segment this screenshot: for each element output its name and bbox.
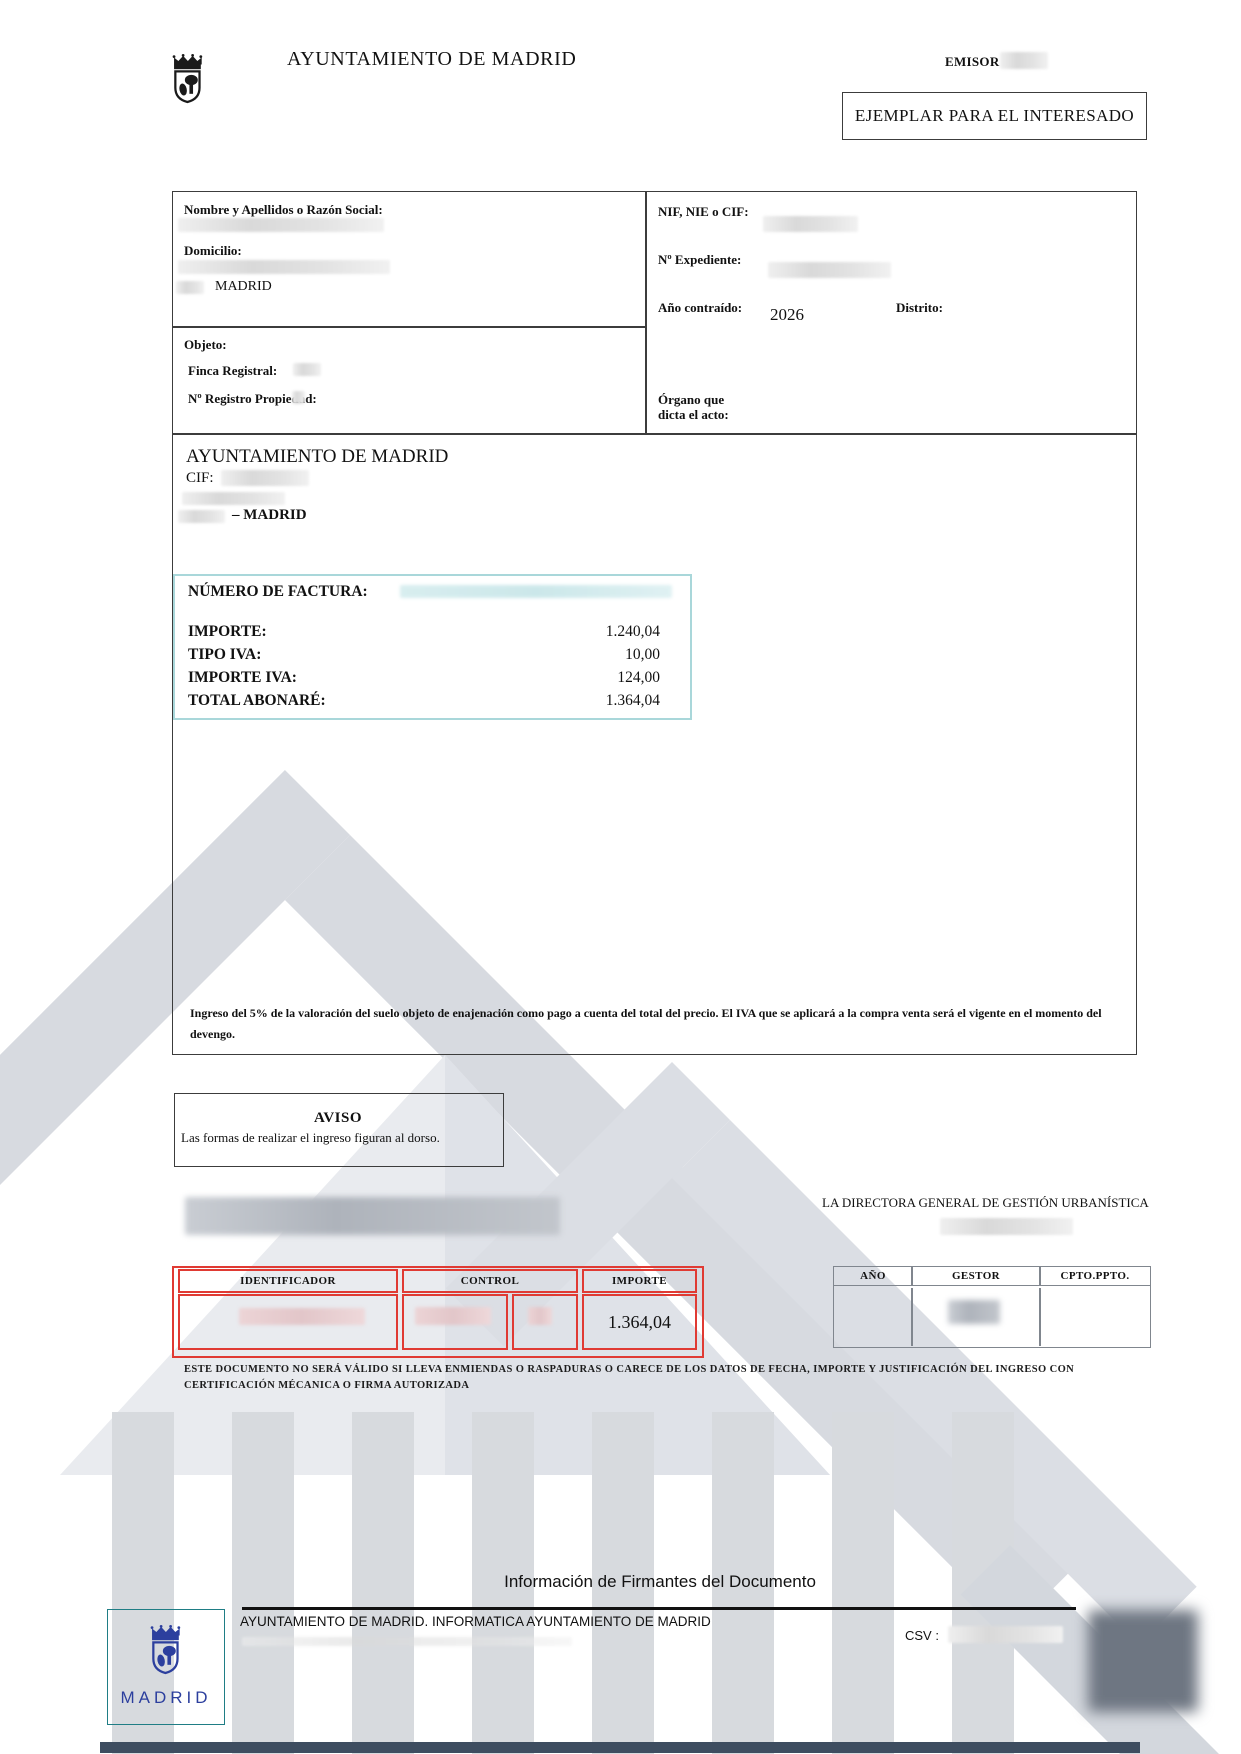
aviso-box xyxy=(174,1093,504,1167)
copy-type-label: EJEMPLAR PARA EL INTERESADO xyxy=(854,106,1135,125)
identificador-value-redacted xyxy=(239,1308,365,1325)
issuer-address-redacted xyxy=(182,492,285,505)
control-value-redacted xyxy=(415,1307,491,1325)
payment-cell-identificador xyxy=(178,1294,398,1350)
aviso-title: AVISO xyxy=(313,1110,363,1126)
expediente-label: Nº Expediente: xyxy=(658,252,742,267)
registro-value-redacted xyxy=(292,391,305,404)
csv-label: CSV : xyxy=(905,1628,939,1643)
budget-cell-divider-1 xyxy=(911,1288,913,1346)
aviso-text: Las formas de realizar el ingreso figura… xyxy=(181,1130,440,1145)
payment-cell-importe: 1.364,04 xyxy=(582,1294,697,1350)
invoice-row-value: 1.364,04 xyxy=(605,692,660,709)
recipient-form-box xyxy=(172,191,1137,435)
budget-cell-divider-2 xyxy=(1039,1288,1041,1346)
footer-logo-box: MADRID xyxy=(107,1609,225,1725)
stamp-redacted xyxy=(1088,1610,1198,1712)
ano-label: Año contraído: xyxy=(658,300,743,315)
budget-col-gestor: GESTOR xyxy=(911,1266,1041,1286)
payment-col-control: CONTROL xyxy=(402,1269,578,1293)
issuer-name: AYUNTAMIENTO DE MADRID xyxy=(186,446,449,467)
invoice-row-label: TIPO IVA: xyxy=(188,646,262,663)
footer-signer-redacted xyxy=(242,1637,572,1646)
invoice-box xyxy=(173,574,692,720)
invoice-row-value: 124,00 xyxy=(617,669,660,686)
invoice-row-label: IMPORTE IVA: xyxy=(188,669,297,686)
invoice-rows: IMPORTE: 1.240,04 TIPO IVA: 10,00 IMPORT… xyxy=(188,620,660,712)
payment-importe-value: 1.364,04 xyxy=(608,1311,671,1332)
invoice-number-redacted xyxy=(400,585,672,598)
expediente-value-redacted xyxy=(768,262,891,278)
payment-note: Ingreso del 5% de la valoración del suel… xyxy=(190,1006,1102,1041)
payment-table xyxy=(172,1266,704,1358)
signature-name-redacted xyxy=(940,1218,1073,1235)
invoice-row-value: 1.240,04 xyxy=(605,623,660,640)
budget-col-cpto: CPTO.PPTO. xyxy=(1039,1266,1151,1286)
invoice-row: TOTAL ABONARÉ: 1.364,04 xyxy=(188,689,660,712)
domicilio-label: Domicilio: xyxy=(184,243,242,258)
madrid-crest-icon xyxy=(146,1624,184,1678)
name-value-redacted xyxy=(178,218,384,232)
finca-value-redacted xyxy=(293,363,321,376)
control-digit-redacted xyxy=(528,1307,552,1325)
invoice-row-label: TOTAL ABONARÉ: xyxy=(188,692,326,709)
footer-divider xyxy=(242,1607,1076,1610)
ano-value: 2026 xyxy=(770,305,804,324)
distrito-label: Distrito: xyxy=(896,300,943,315)
issuer-city-line: – MADRID xyxy=(232,507,307,523)
gestor-value-redacted xyxy=(948,1300,1000,1324)
signers-section-title: Información de Firmantes del Documento xyxy=(504,1572,816,1591)
invoice-row-value: 10,00 xyxy=(625,646,660,663)
footer-logo-text: MADRID xyxy=(120,1688,212,1707)
csv-value-redacted xyxy=(948,1626,1063,1643)
issuer-postal-redacted xyxy=(178,510,225,523)
organo-label-line2: dicta el acto: xyxy=(658,407,729,422)
payment-cell-control-a xyxy=(402,1294,508,1350)
main-body-box xyxy=(172,433,1137,1055)
organo-label-line1: Órgano que xyxy=(658,392,725,407)
emisor-label: EMISOR xyxy=(945,54,1000,69)
nif-label: NIF, NIE o CIF: xyxy=(658,204,749,219)
madrid-crest-icon xyxy=(168,52,206,108)
emisor-value-redacted xyxy=(1000,52,1048,69)
name-label: Nombre y Apellidos o Razón Social: xyxy=(184,202,383,217)
barcode-redacted xyxy=(185,1197,560,1235)
invoice-title: NÚMERO DE FACTURA: xyxy=(188,583,368,600)
footer-org-line: AYUNTAMIENTO DE MADRID. INFORMATICA AYUN… xyxy=(240,1614,711,1629)
form-horizontal-divider xyxy=(172,326,645,328)
issuer-cif-redacted xyxy=(221,470,309,486)
invoice-row: IMPORTE: 1.240,04 xyxy=(188,620,660,643)
domicilio-city: MADRID xyxy=(215,279,272,294)
invoice-row: IMPORTE IVA: 124,00 xyxy=(188,666,660,689)
payment-col-identificador: IDENTIFICADOR xyxy=(178,1269,398,1293)
disclaimer-text: ESTE DOCUMENTO NO SERÁ VÁLIDO SI LLEVA E… xyxy=(184,1364,1075,1391)
bottom-bar xyxy=(100,1742,1140,1753)
budget-col-ano: AÑO xyxy=(833,1266,913,1286)
payment-col-importe: IMPORTE xyxy=(582,1269,697,1293)
watermark-columns xyxy=(112,1412,1017,1754)
invoice-row: TIPO IVA: 10,00 xyxy=(188,643,660,666)
copy-type-box: EJEMPLAR PARA EL INTERESADO xyxy=(842,92,1147,140)
signature-title: LA DIRECTORA GENERAL DE GESTIÓN URBANÍST… xyxy=(822,1195,1149,1210)
issuer-cif-label: CIF: xyxy=(186,470,214,486)
invoice-row-label: IMPORTE: xyxy=(188,623,267,640)
domicilio-value-redacted xyxy=(178,260,390,274)
registro-label: Nº Registro Propiedad: xyxy=(188,391,317,406)
finca-label: Finca Registral: xyxy=(188,363,278,378)
payment-cell-control-b xyxy=(512,1294,578,1350)
page-title: AYUNTAMIENTO DE MADRID xyxy=(287,48,577,70)
postal-code-redacted xyxy=(176,281,204,294)
nif-value-redacted xyxy=(763,216,858,232)
form-vertical-divider xyxy=(645,191,647,433)
objeto-label: Objeto: xyxy=(184,337,227,352)
